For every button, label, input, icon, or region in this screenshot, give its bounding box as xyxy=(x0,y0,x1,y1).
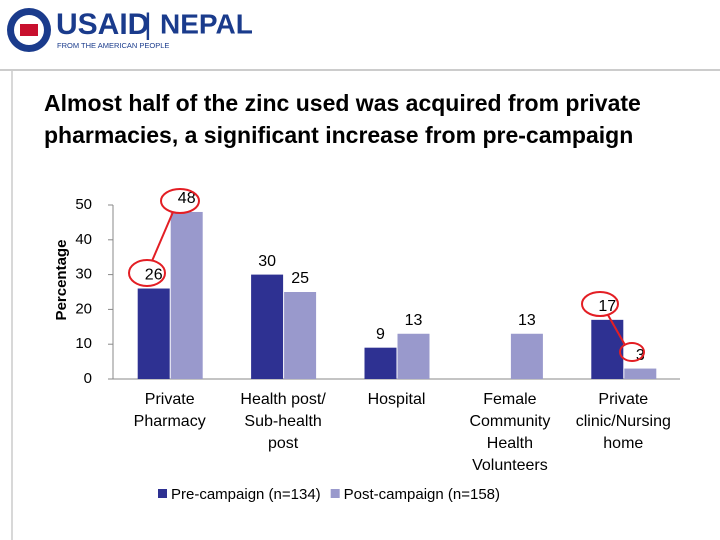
y-axis-title: Percentage xyxy=(53,240,70,321)
annotation xyxy=(128,188,645,362)
x-tick-label: Hospital xyxy=(368,391,426,408)
data-label: 13 xyxy=(405,312,423,329)
bar xyxy=(364,347,397,379)
x-tick-label: Private clinic/Nursing home xyxy=(576,391,671,452)
bar xyxy=(251,274,284,379)
logo-seal xyxy=(7,8,51,52)
bar xyxy=(591,319,624,379)
x-tick-label: Health post/Sub-health post xyxy=(240,391,326,452)
tagline: FROM THE AMERICAN PEOPLE xyxy=(57,41,169,50)
data-label: 3 xyxy=(636,347,645,364)
bar xyxy=(510,333,543,379)
legend-label: Post-campaign (n=158) xyxy=(344,486,500,503)
y-tick-label: 50 xyxy=(75,196,92,213)
x-tick-label: Female Community Health Volunteers xyxy=(469,391,550,474)
bar xyxy=(397,333,430,379)
bar xyxy=(284,292,317,379)
y-tick-label: 40 xyxy=(75,231,92,248)
y-tick-label: 10 xyxy=(75,335,92,352)
data-label: 17 xyxy=(598,298,616,315)
bar xyxy=(624,368,657,379)
data-label: 25 xyxy=(291,270,309,287)
data-label: 30 xyxy=(258,253,276,270)
legend-swatch xyxy=(158,489,167,498)
data-label: 26 xyxy=(145,267,163,284)
x-tick-label: Private Pharmacy xyxy=(134,391,206,430)
bar xyxy=(137,288,170,379)
y-tick-label: 0 xyxy=(84,370,92,387)
y-tick-label: 30 xyxy=(75,266,92,283)
y-tick-label: 20 xyxy=(75,300,92,317)
legend-swatch xyxy=(330,489,340,498)
data-label: 9 xyxy=(376,326,385,343)
data-label: 13 xyxy=(518,312,536,329)
legend-label: Pre-campaign (n=134) xyxy=(171,486,321,503)
country: NEPAL xyxy=(160,8,253,39)
logo-divider: | xyxy=(144,8,152,41)
chart-title: Almost half of the zinc used was acquire… xyxy=(44,90,641,148)
data-label: 48 xyxy=(178,190,196,207)
logo-text: USAID xyxy=(56,8,149,41)
bar xyxy=(170,211,203,379)
